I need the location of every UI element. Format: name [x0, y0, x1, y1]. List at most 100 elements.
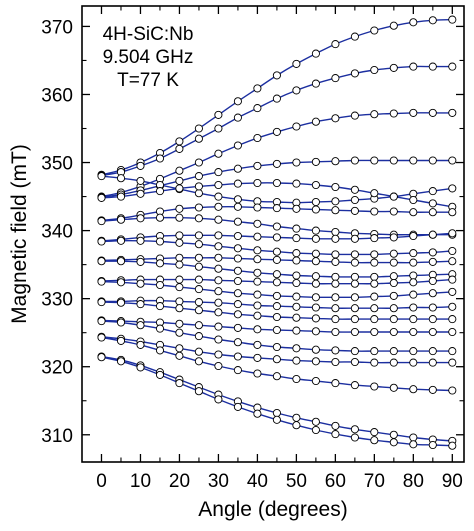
series-20-point-11: [292, 374, 301, 384]
y-tick-label: 360: [41, 85, 73, 106]
series-16-point-17: [409, 315, 418, 324]
series-2-point-5: [175, 144, 184, 153]
series-12-point-17: [409, 271, 418, 280]
series-22-point-2: [116, 357, 126, 366]
series-13-point-16: [389, 278, 398, 288]
series-4-point-10: [272, 159, 281, 168]
series-1-point-6: [194, 124, 203, 133]
series-17-point-6: [194, 321, 203, 330]
series-12-point-11: [292, 271, 301, 280]
series-8-point-8: [233, 217, 242, 226]
series-16-point-12: [311, 314, 320, 323]
series-3-point-7: [214, 149, 223, 158]
series-20-point-19: [448, 386, 457, 395]
series-16-point-19: [448, 315, 457, 324]
series-17-point-9: [253, 325, 262, 334]
series-20-point-6: [194, 357, 203, 366]
series-20-point-12: [311, 376, 320, 386]
series-22-point-18: [428, 440, 437, 450]
series-13-point-17: [409, 278, 418, 287]
series-19-point-14: [350, 357, 359, 367]
series-7-point-7: [214, 202, 223, 211]
series-14-point-12: [311, 293, 320, 302]
series-15-point-12: [311, 303, 320, 312]
series-17-point-7: [214, 322, 223, 331]
x-tick-label: 0: [96, 471, 107, 492]
series-10-point-16: [389, 249, 398, 258]
series-13-point-14: [350, 279, 359, 288]
series-8-point-6: [194, 214, 203, 223]
series-4-point-7: [214, 168, 223, 177]
series-20-point-5: [175, 351, 184, 360]
series-5-point-7: [214, 192, 223, 201]
series-3-point-14: [350, 111, 359, 120]
series-4-point-17: [409, 156, 418, 165]
series-1-point-14: [350, 32, 359, 41]
series-1-point-12: [311, 49, 320, 58]
series-4-point-9: [253, 161, 262, 170]
series-18-point-7: [214, 335, 223, 344]
series-12-point-5: [175, 260, 184, 269]
series-2-point-11: [292, 86, 301, 95]
series-1-point-7: [214, 110, 223, 119]
series-19-point-12: [311, 357, 320, 366]
series-2-point-19: [448, 62, 457, 71]
series-15-point-16: [389, 304, 398, 313]
series-3-point-10: [272, 127, 281, 136]
series-10-point-12: [311, 249, 320, 258]
series-6-point-3: [136, 189, 145, 198]
series-2-point-14: [350, 69, 359, 78]
series-10-point-15: [370, 250, 379, 259]
series-18-point-3: [136, 321, 145, 330]
series-20-point-1: [97, 333, 106, 342]
series-22-point-9: [253, 409, 262, 418]
series-16-point-14: [350, 315, 359, 324]
series-14-point-13: [331, 293, 340, 302]
series-18-point-2: [116, 318, 126, 327]
series-10-point-3: [136, 236, 145, 245]
series-markers: [97, 15, 457, 450]
series-19-point-16: [389, 358, 398, 367]
series-7-point-11: [292, 204, 301, 213]
series-2-point-6: [194, 134, 203, 143]
series-13-point-13: [331, 279, 340, 288]
series-20-point-17: [409, 385, 418, 394]
series-9-point-19: [448, 229, 457, 238]
series-11-point-13: [331, 257, 340, 266]
series-17-point-16: [389, 327, 398, 337]
series-7-point-5: [175, 204, 184, 213]
series-7-point-6: [194, 203, 203, 212]
series-21-point-12: [311, 417, 320, 426]
series-10-point-4: [155, 237, 165, 246]
series-18-point-1: [97, 317, 106, 326]
series-22-point-13: [331, 430, 340, 439]
series-9-point-10: [272, 233, 281, 242]
series-7-point-13: [331, 206, 340, 215]
series-9-point-16: [389, 233, 398, 242]
series-19-point-6: [194, 347, 203, 356]
y-axis-label: Magnetic field (mT): [8, 144, 31, 324]
series-17-point-19: [448, 327, 457, 337]
series-16-point-18: [428, 315, 437, 324]
series-18-point-12: [311, 345, 320, 354]
series-6-point-8: [233, 179, 242, 188]
series-10-point-6: [194, 240, 203, 249]
series-12-point-6: [194, 262, 203, 271]
series-12-point-7: [214, 264, 223, 273]
series-19-point-13: [331, 357, 340, 367]
series-15-point-14: [350, 304, 359, 313]
series-16-point-11: [292, 313, 301, 322]
series-22-point-8: [233, 402, 242, 411]
series-15-point-5: [175, 297, 184, 306]
series-9-point-6: [194, 231, 203, 240]
series-8-point-5: [175, 213, 184, 222]
series-15-point-9: [253, 301, 262, 310]
series-5-point-1: [97, 172, 106, 181]
series-10-point-1: [97, 237, 106, 246]
series-20-point-13: [331, 379, 340, 388]
series-12-point-15: [370, 272, 379, 281]
series-6-point-12: [311, 180, 320, 190]
series-8-point-3: [136, 214, 145, 223]
series-19-point-15: [370, 358, 379, 367]
series-14-point-2: [116, 278, 126, 287]
